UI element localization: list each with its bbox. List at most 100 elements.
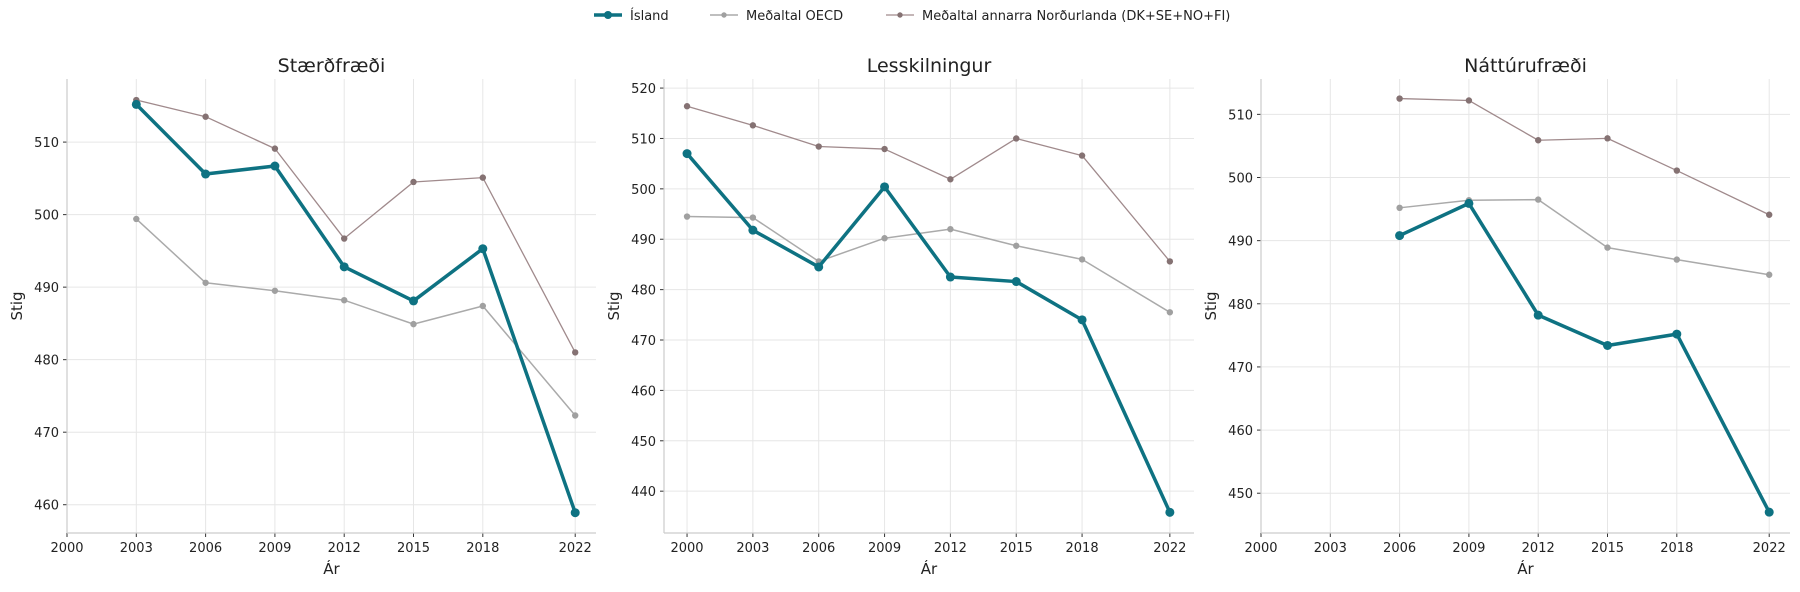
- x-tick-label: 2022: [559, 541, 592, 556]
- y-tick-label: 450: [1228, 487, 1253, 502]
- series-line: [1398, 201, 1771, 513]
- y-tick-label: 510: [1228, 108, 1253, 123]
- data-point: [479, 174, 487, 181]
- x-tick-label: 2012: [328, 541, 361, 556]
- x-tick-label: 2000: [670, 541, 703, 556]
- data-point: [1673, 256, 1681, 263]
- series-1: [1396, 196, 1773, 278]
- series-line: [1399, 198, 1770, 276]
- x-tick-label: 2018: [466, 541, 499, 556]
- data-point: [1011, 277, 1021, 287]
- data-point: [1766, 271, 1773, 278]
- data-point: [881, 235, 888, 242]
- legend-swatch-marker: [721, 12, 727, 18]
- x-axis-label: Ár: [921, 559, 938, 578]
- y-tick-label: 470: [631, 334, 656, 349]
- data-point: [1672, 329, 1682, 339]
- legend-label: Ísland: [630, 8, 669, 24]
- legend-item-1: Meðaltal OECD: [710, 9, 843, 24]
- series-2: [1396, 95, 1773, 218]
- x-tick-label: 2018: [1660, 541, 1693, 556]
- x-tick-label: 2000: [50, 541, 83, 556]
- data-point: [749, 122, 757, 129]
- data-point: [1166, 309, 1174, 316]
- x-tick-label: 2012: [934, 541, 967, 556]
- x-tick-label: 2015: [397, 541, 430, 556]
- data-point: [133, 215, 140, 223]
- data-point: [1165, 507, 1175, 517]
- x-tick-label: 2006: [802, 541, 835, 556]
- x-tick-label: 2003: [736, 541, 769, 556]
- data-point: [478, 244, 488, 254]
- x-tick-label: 2018: [1066, 541, 1099, 556]
- series-line: [135, 218, 576, 416]
- data-point: [131, 99, 141, 109]
- data-point: [201, 169, 211, 179]
- x-axis-label: Ár: [1517, 559, 1534, 578]
- x-tick-label: 2006: [1383, 541, 1416, 556]
- data-point: [341, 296, 348, 304]
- data-point: [682, 149, 692, 159]
- data-point: [572, 412, 579, 419]
- data-point: [881, 145, 888, 153]
- x-tick-label: 2000: [1244, 541, 1277, 556]
- y-tick-label: 520: [631, 82, 656, 97]
- x-tick-label: 2022: [1753, 541, 1786, 556]
- series-line: [687, 215, 1171, 313]
- y-tick-label: 500: [34, 209, 59, 224]
- x-tick-label: 2009: [1452, 541, 1485, 556]
- series-line: [136, 99, 576, 353]
- y-tick-label: 440: [631, 485, 656, 500]
- series-2: [683, 103, 1174, 265]
- subplot-title: Lesskilningur: [867, 55, 992, 77]
- legend-swatch-marker: [604, 11, 612, 19]
- series-2: [133, 96, 579, 356]
- subplot-title: Stærðfræði: [278, 55, 386, 77]
- data-point: [748, 225, 758, 235]
- series-1: [133, 215, 579, 419]
- data-point: [1535, 137, 1542, 144]
- series-0: [682, 149, 1175, 517]
- data-point: [410, 178, 417, 186]
- legend-label: Meðaltal OECD: [746, 9, 843, 24]
- series-0: [1395, 198, 1774, 517]
- data-point: [947, 225, 954, 233]
- data-point: [1603, 340, 1613, 350]
- subplot-0: 2000 2003 2006 2009 2012 2015 2018 2022 460 470 48…: [8, 55, 596, 578]
- data-point: [409, 296, 419, 306]
- y-tick-label: 470: [34, 426, 59, 441]
- data-point: [683, 103, 691, 110]
- series-line: [135, 103, 577, 514]
- subplot-title: Náttúrufræði: [1464, 55, 1587, 77]
- y-tick-label: 500: [631, 183, 656, 198]
- data-point: [339, 262, 349, 272]
- data-point: [1077, 315, 1087, 325]
- data-point: [880, 182, 890, 192]
- y-tick-label: 480: [34, 354, 59, 369]
- data-point: [1013, 242, 1020, 249]
- y-tick-label: 460: [1228, 424, 1253, 439]
- series-line: [1399, 97, 1770, 216]
- data-point: [814, 262, 824, 272]
- legend-item-2: Meðaltal annarra Norðurlanda (DK+SE+NO+F…: [886, 9, 1230, 24]
- y-tick-label: 500: [1228, 172, 1253, 187]
- y-tick-label: 480: [1228, 298, 1253, 313]
- data-point: [1465, 97, 1473, 104]
- data-point: [1396, 95, 1403, 102]
- data-point: [1604, 244, 1611, 251]
- x-tick-label: 2009: [868, 541, 901, 556]
- legend-item-0: Ísland: [594, 8, 669, 24]
- data-point: [1535, 196, 1542, 203]
- data-point: [1764, 507, 1774, 517]
- data-point: [479, 302, 487, 310]
- data-point: [1013, 135, 1020, 142]
- data-point: [202, 113, 209, 120]
- data-point: [947, 176, 954, 183]
- data-point: [202, 279, 209, 286]
- legend-label: Meðaltal annarra Norðurlanda (DK+SE+NO+F…: [922, 9, 1230, 24]
- y-tick-label: 460: [631, 384, 656, 399]
- x-tick-label: 2015: [1000, 541, 1033, 556]
- y-axis-label: Stig: [605, 291, 623, 320]
- legend-swatch-marker: [897, 12, 903, 18]
